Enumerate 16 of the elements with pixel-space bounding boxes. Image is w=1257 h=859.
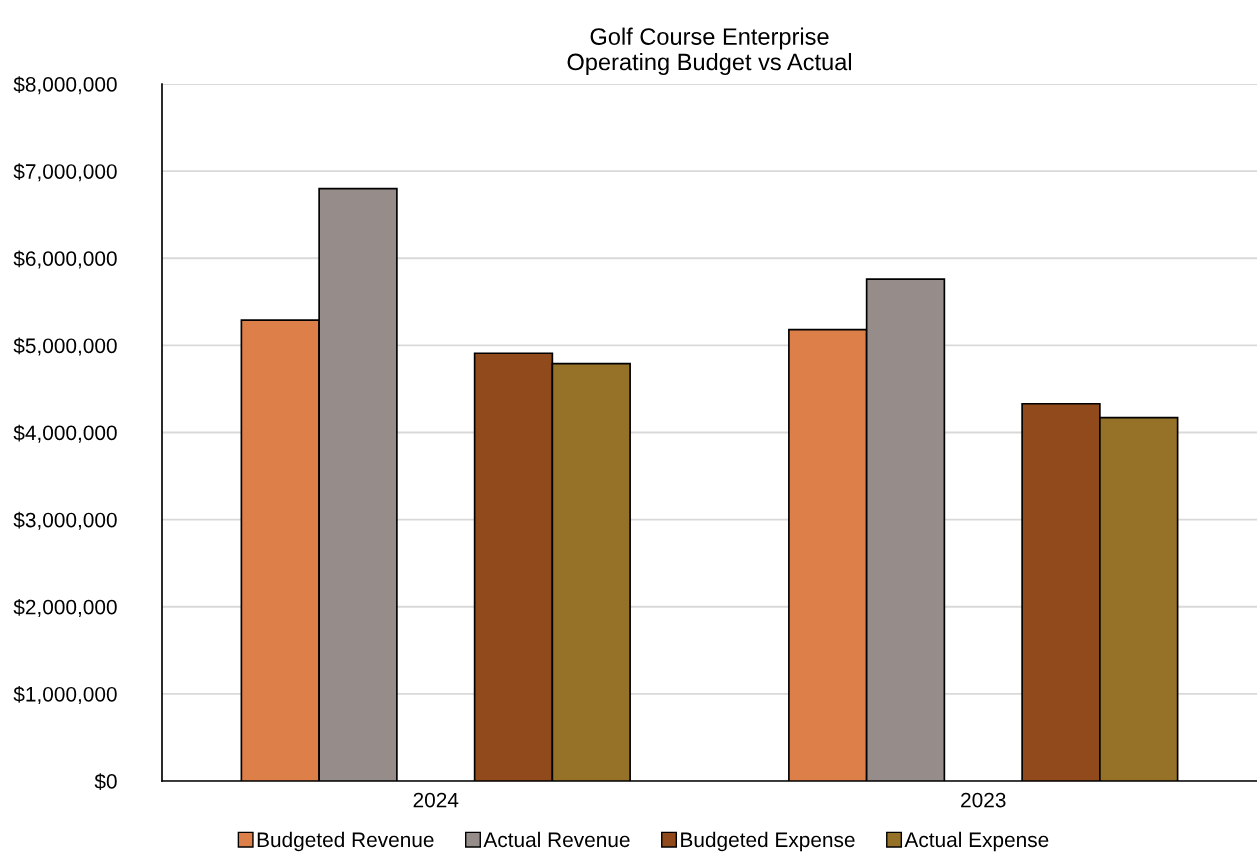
legend-label: Budgeted Revenue <box>257 831 434 852</box>
x-tick-label: 2023 <box>961 792 1006 808</box>
legend-label: Actual Revenue <box>483 831 630 848</box>
y-tick-label: $6,000,000 <box>13 250 117 269</box>
legend-label: Budgeted Expense <box>681 831 855 852</box>
y-tick-label: $2,000,000 <box>13 598 117 617</box>
chart-title: Golf Course Enterprise Operating Budget vs Actual <box>567 27 851 76</box>
y-tick-label: $4,000,000 <box>13 424 117 443</box>
y-tick-label: $0 <box>94 773 117 790</box>
legend-label: Actual Expense <box>904 831 1049 852</box>
y-tick-label: $1,000,000 <box>13 686 117 705</box>
y-tick-label: $3,000,000 <box>13 511 117 530</box>
y-tick-label: $7,000,000 <box>13 163 117 182</box>
y-tick-label: $8,000,000 <box>13 76 117 95</box>
x-tick-label: 2024 <box>413 792 459 808</box>
y-tick-label: $5,000,000 <box>13 337 117 356</box>
